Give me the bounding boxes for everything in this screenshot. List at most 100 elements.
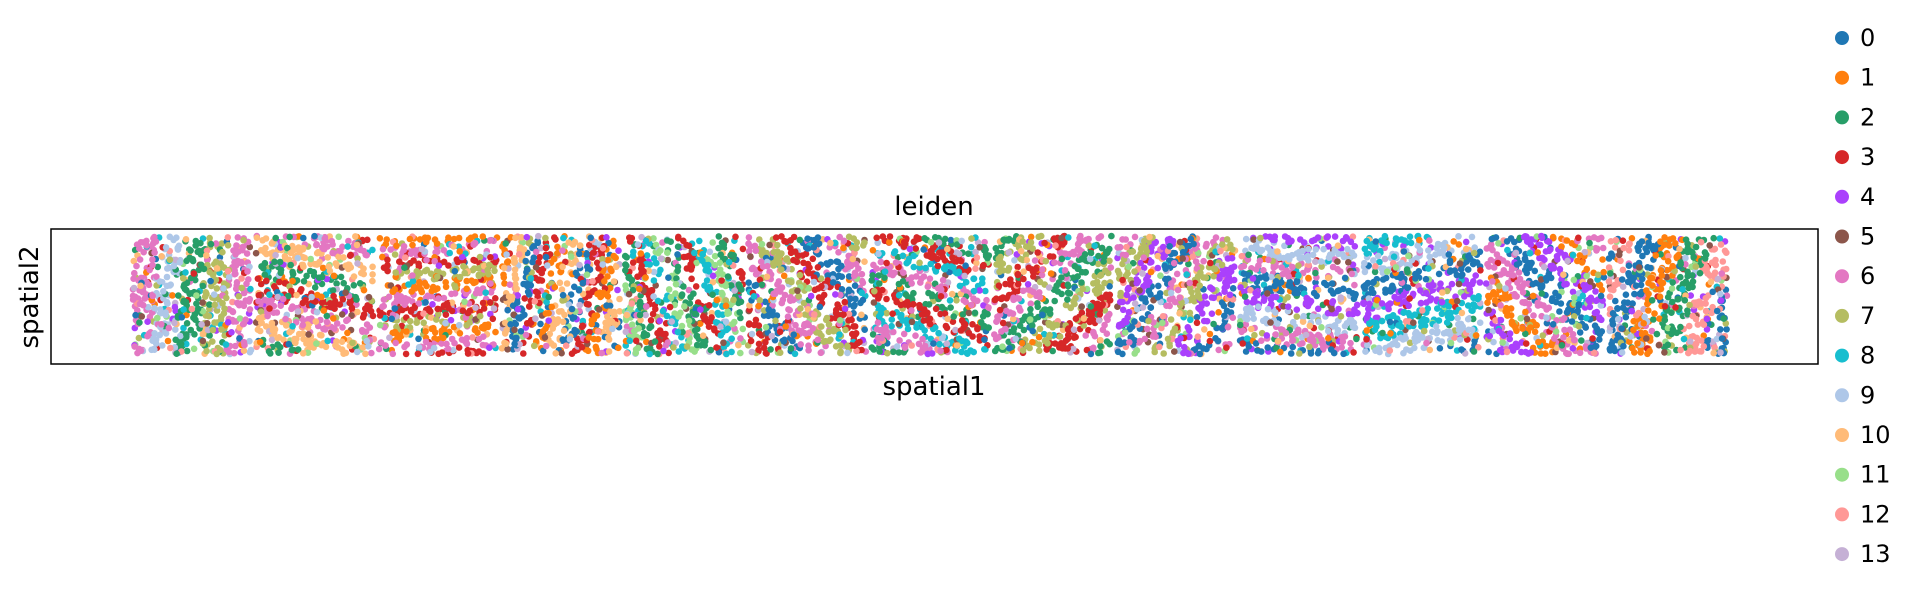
scatter-point	[306, 343, 314, 351]
scatter-point	[678, 322, 686, 330]
scatter-point	[850, 303, 857, 310]
scatter-point	[275, 349, 282, 357]
scatter-point	[960, 320, 968, 327]
scatter-point	[652, 241, 660, 249]
scatter-point	[1005, 249, 1013, 256]
scatter-point	[1070, 326, 1078, 334]
scatter-point	[610, 242, 617, 250]
scatter-point	[838, 262, 845, 270]
scatter-point	[415, 260, 422, 268]
scatter-point	[461, 298, 468, 306]
scatter-point	[257, 308, 265, 316]
scatter-point	[192, 237, 200, 245]
scatter-point	[415, 344, 423, 351]
scatter-point	[703, 277, 711, 284]
scatter-point	[579, 317, 587, 325]
scatter-point	[583, 251, 590, 258]
scatter-point	[889, 271, 896, 279]
scatter-point	[520, 350, 527, 357]
scatter-point	[396, 258, 403, 266]
scatter-point	[1147, 304, 1154, 311]
scatter-point	[616, 295, 623, 303]
scatter-point	[1223, 307, 1231, 315]
scatter-point	[380, 264, 388, 272]
scatter-point	[610, 252, 618, 260]
scatter-point	[650, 235, 657, 242]
scatter-point	[1097, 272, 1104, 280]
scatter-point	[245, 298, 253, 305]
scatter-point	[941, 257, 949, 264]
scatter-point	[514, 299, 521, 306]
scatter-point	[1196, 342, 1203, 350]
scatter-point	[294, 308, 302, 315]
scatter-point	[937, 286, 945, 293]
scatter-point	[1209, 285, 1216, 293]
scatter-point	[637, 316, 644, 324]
scatter-point	[934, 262, 942, 270]
scatter-point	[232, 285, 240, 293]
scatter-point	[532, 288, 540, 296]
scatter-point	[958, 237, 965, 245]
scatter-point	[218, 313, 225, 321]
scatter-point	[170, 262, 178, 270]
scatter-point	[664, 339, 672, 346]
scatter-point	[714, 309, 722, 317]
scatter-point	[1046, 331, 1053, 339]
scatter-point	[1200, 257, 1207, 265]
scatter-point	[756, 276, 764, 284]
scatter-point	[802, 250, 810, 258]
scatter-point	[731, 318, 738, 326]
scatter-point	[897, 301, 905, 309]
scatter-point	[1124, 270, 1131, 277]
scatter-point	[160, 288, 167, 295]
scatter-point	[1281, 233, 1289, 240]
scatter-point	[825, 321, 833, 328]
scatter-point	[871, 287, 878, 295]
scatter-point	[960, 297, 967, 304]
scatter-point	[860, 242, 867, 249]
scatter-point	[133, 262, 140, 270]
scatter-point	[1123, 243, 1130, 251]
scatter-point	[1018, 339, 1026, 347]
scatter-point	[971, 309, 979, 317]
scatter-point	[724, 273, 732, 280]
scatter-point	[1351, 281, 1358, 289]
scatter-point	[1289, 343, 1296, 351]
scatter-point	[234, 257, 242, 265]
scatter-point	[350, 282, 358, 289]
scatter-point	[1193, 319, 1201, 327]
scatter-point	[1131, 268, 1138, 275]
scatter-point	[379, 253, 386, 261]
scatter-point	[429, 301, 436, 308]
scatter-point	[576, 301, 583, 309]
scatter-point	[162, 309, 169, 316]
scatter-point	[206, 332, 213, 339]
scatter-point	[376, 235, 384, 242]
scatter-point	[212, 258, 220, 266]
scatter-point	[542, 244, 550, 252]
scatter-point	[810, 244, 818, 251]
scatter-point	[470, 241, 478, 248]
scatter-point	[697, 306, 704, 313]
scatter-point	[1074, 273, 1081, 280]
scatter-point	[1201, 293, 1209, 300]
scatter-point	[410, 257, 417, 264]
scatter-point	[583, 300, 591, 308]
scatter-point	[858, 270, 866, 278]
scatter-point	[1320, 245, 1327, 253]
scatter-point	[240, 236, 247, 244]
scatter-point	[218, 240, 226, 247]
scatter-point	[1036, 325, 1044, 333]
scatter-point	[1034, 249, 1041, 256]
scatter-point	[873, 234, 880, 242]
scatter-point	[1019, 238, 1026, 245]
scatter-point	[831, 239, 839, 247]
scatter-point	[1115, 337, 1123, 345]
scatter-point	[895, 292, 903, 299]
scatter-point	[463, 285, 471, 293]
scatter-point	[847, 262, 855, 270]
scatter-point	[1061, 267, 1069, 274]
scatter-point	[650, 293, 657, 300]
scatter-point	[643, 331, 651, 339]
scatter-point	[875, 250, 882, 258]
